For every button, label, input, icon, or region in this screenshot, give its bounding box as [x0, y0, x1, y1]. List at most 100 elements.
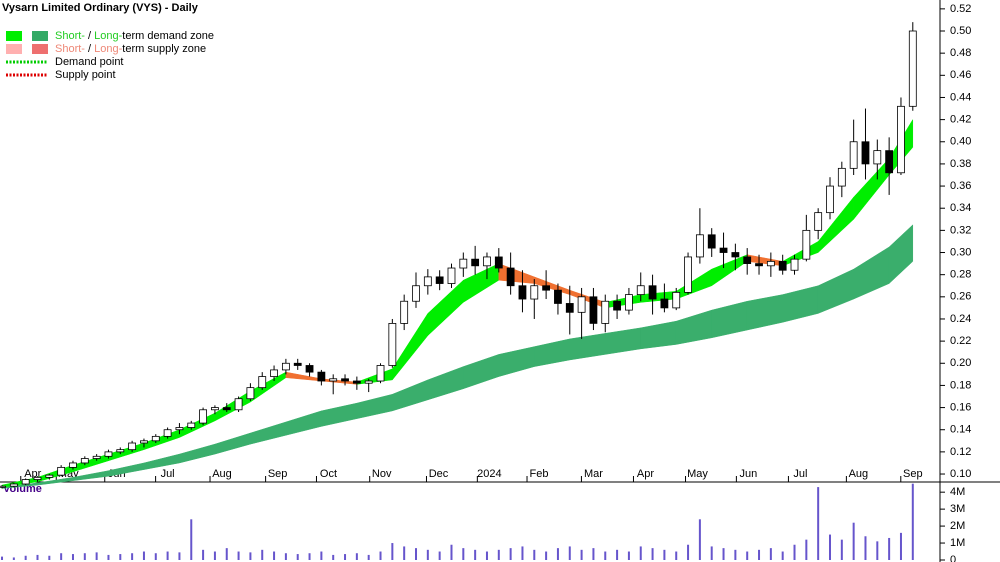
candle-body: [695, 234, 704, 258]
legend-text-part: Long-: [94, 30, 122, 42]
candle-body: [163, 429, 172, 437]
volume-bar: [781, 551, 784, 560]
candle-body: [33, 476, 42, 480]
candle-body: [837, 167, 846, 187]
volume-bar: [828, 534, 831, 560]
volume-bar: [817, 487, 820, 560]
volume-bar: [663, 549, 666, 560]
volume-bar: [24, 555, 27, 560]
volume-bar: [154, 553, 157, 560]
candle-body: [234, 398, 243, 411]
volume-bar: [616, 549, 619, 560]
x-tick-label: Jun: [740, 468, 758, 480]
candle-body: [506, 267, 515, 287]
candle-body: [80, 458, 89, 464]
candle-body: [577, 296, 586, 313]
candle-body: [9, 483, 18, 487]
candle-body: [814, 212, 823, 231]
candle-body: [802, 229, 811, 260]
y-tick-label: 0.44: [950, 91, 971, 103]
candle-body: [388, 323, 397, 366]
volume-bar: [36, 554, 39, 560]
volume-bar: [202, 549, 205, 560]
y-tick-label: 0.10: [950, 468, 971, 480]
candle-body: [246, 387, 255, 400]
candle-body: [376, 365, 385, 382]
candle-body: [518, 285, 527, 300]
y-tick-label: 0.50: [950, 25, 971, 37]
candle-body: [731, 252, 740, 258]
x-tick-label: Sep: [268, 468, 288, 480]
volume-bar: [415, 548, 418, 560]
volume-bar: [119, 554, 122, 560]
candle-body: [317, 371, 326, 382]
candle-body: [270, 369, 278, 377]
y-tick-label: 0.40: [950, 136, 971, 148]
x-tick-label: Aug: [849, 468, 869, 480]
y-tick-label: 0.24: [950, 313, 971, 325]
volume-bar: [48, 555, 51, 560]
volume-bar: [545, 551, 548, 560]
y-tick-label: 0.38: [950, 158, 971, 170]
volume-bar: [521, 546, 524, 560]
volume-bar: [580, 549, 583, 560]
volume-bar: [710, 546, 713, 560]
volume-bar: [568, 546, 571, 560]
volume-bar: [675, 551, 678, 560]
y-tick-label: 0.52: [950, 3, 971, 15]
y-tick-label: 0.22: [950, 335, 971, 347]
candle-body: [542, 285, 551, 291]
candle-body: [554, 289, 562, 304]
legend-text-part: Long-: [94, 43, 122, 55]
y-tick-label: 0.46: [950, 69, 971, 81]
volume-bar: [178, 552, 181, 560]
legend-text-part: Short-: [55, 43, 85, 55]
y-tick-label: 0.30: [950, 246, 971, 258]
candle-body: [199, 409, 207, 424]
volume-bar: [355, 553, 358, 560]
y-tick-label: 0.16: [950, 401, 971, 413]
y-tick-label: 0.34: [950, 202, 971, 214]
volume-bar: [131, 553, 134, 560]
volume-bar: [698, 519, 701, 560]
volume-bar: [1, 556, 4, 560]
candle-body: [187, 422, 196, 428]
volume-bar: [474, 549, 477, 560]
candle-body: [530, 285, 539, 300]
volume-bar: [852, 522, 855, 560]
volume-bar: [805, 539, 808, 560]
legend-swatch: [6, 31, 22, 41]
candle-body: [589, 296, 598, 324]
candle-body: [222, 407, 231, 411]
x-tick-label: May: [687, 468, 708, 480]
legend-text-part: /: [88, 30, 92, 42]
volume-bar: [273, 551, 276, 560]
volume-bar: [509, 548, 512, 560]
volume-bar: [60, 553, 63, 560]
volume-tick-label: 3M: [950, 503, 965, 515]
volume-bar: [556, 548, 559, 560]
y-tick-label: 0.12: [950, 446, 971, 458]
volume-bar: [876, 541, 879, 560]
volume-bar: [249, 552, 252, 560]
candle-body: [175, 427, 184, 431]
y-tick-label: 0.18: [950, 379, 971, 391]
candle-body: [849, 141, 858, 169]
candle-body: [21, 479, 30, 485]
x-tick-label: Jul: [161, 468, 175, 480]
y-tick-label: 0.48: [950, 47, 971, 59]
candle-body: [104, 451, 113, 457]
candle-body: [57, 466, 66, 476]
volume-bar: [142, 551, 145, 560]
legend-text: Short- / Long-term supply zone: [55, 43, 206, 55]
candle-body: [128, 442, 137, 451]
legend-text: Short- / Long-term demand zone: [55, 30, 214, 42]
y-tick-label: 0.14: [950, 424, 971, 436]
volume-bar: [734, 549, 737, 560]
candle-body: [861, 141, 870, 165]
candle-body: [92, 455, 101, 459]
candle-body: [305, 365, 314, 373]
volume-bar: [497, 549, 500, 560]
volume-tick-label: 0: [950, 554, 956, 562]
